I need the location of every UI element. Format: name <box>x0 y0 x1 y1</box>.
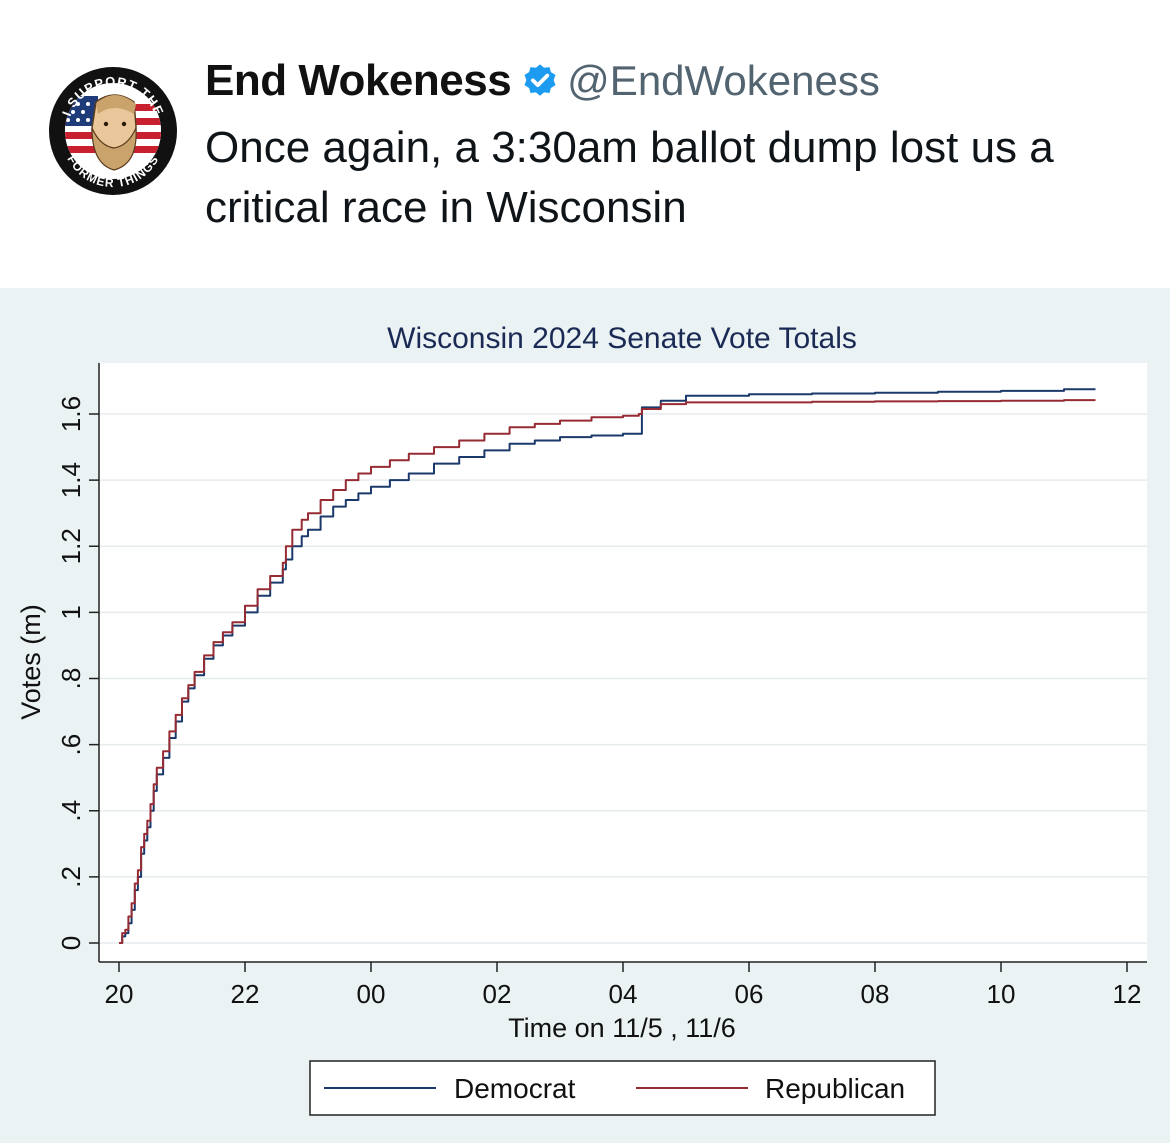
tweet-header: I SUPPORT THE FORMER THINGS End Wokeness… <box>0 0 1170 288</box>
x-tick-label: 22 <box>231 979 260 1009</box>
x-tick-label: 20 <box>105 979 134 1009</box>
author-name[interactable]: End Wokeness <box>205 56 512 105</box>
patriot-bearded-man-avatar-icon[interactable]: I SUPPORT THE FORMER THINGS <box>48 66 178 196</box>
x-axis-label: Time on 11/5 , 11/6 <box>508 1013 736 1043</box>
chart-title: Wisconsin 2024 Senate Vote Totals <box>387 322 857 355</box>
author-line: End Wokeness @EndWokeness <box>205 56 880 112</box>
y-tick-label: 1 <box>56 605 86 619</box>
verified-badge-icon <box>524 64 556 96</box>
grid-lines <box>99 413 1147 944</box>
y-tick-label: .4 <box>56 800 86 822</box>
x-tick-label: 08 <box>861 979 890 1009</box>
y-tick-label: 1.4 <box>56 462 86 498</box>
y-tick-label: 0 <box>56 936 86 950</box>
series-line-democrat <box>119 388 1096 944</box>
y-tick-label: .2 <box>56 866 86 888</box>
x-tick-label: 02 <box>483 979 512 1009</box>
y-axis-label: Votes (m) <box>16 604 46 720</box>
tweet-text: Once again, a 3:30am ballot dump lost us… <box>205 123 1054 232</box>
y-tick-label: 1.6 <box>56 396 86 432</box>
legend-label-republican: Republican <box>765 1073 905 1104</box>
x-tick-label: 04 <box>609 979 638 1009</box>
vote-totals-chart: 0 .2 .4 .6 .8 1 1.2 1.4 1.6 20 22 00 02 04 06 08 10 12 Wi… <box>16 322 1147 1116</box>
author-handle[interactable]: @EndWokeness <box>567 57 880 104</box>
legend-label-democrat: Democrat <box>454 1073 576 1104</box>
x-tick-label: 00 <box>357 979 386 1009</box>
series-lines <box>119 388 1096 944</box>
x-tick-label: 10 <box>987 979 1016 1009</box>
plot-area <box>99 363 1147 962</box>
y-tick-label: .6 <box>56 734 86 756</box>
x-tick-label: 12 <box>1113 979 1142 1009</box>
y-tick-label: 1.2 <box>56 528 86 564</box>
axis-ticks: 0 .2 .4 .6 .8 1 1.2 1.4 1.6 20 22 00 02 04 06 08 10 12 <box>56 396 1142 1009</box>
series-line-republican <box>119 399 1096 944</box>
x-tick-label: 06 <box>735 979 764 1009</box>
y-tick-label: .8 <box>56 668 86 690</box>
legend: Democrat Republican <box>309 1060 936 1116</box>
chart-panel: 0 .2 .4 .6 .8 1 1.2 1.4 1.6 20 22 00 02 04 06 08 10 12 Wi… <box>0 288 1170 1143</box>
